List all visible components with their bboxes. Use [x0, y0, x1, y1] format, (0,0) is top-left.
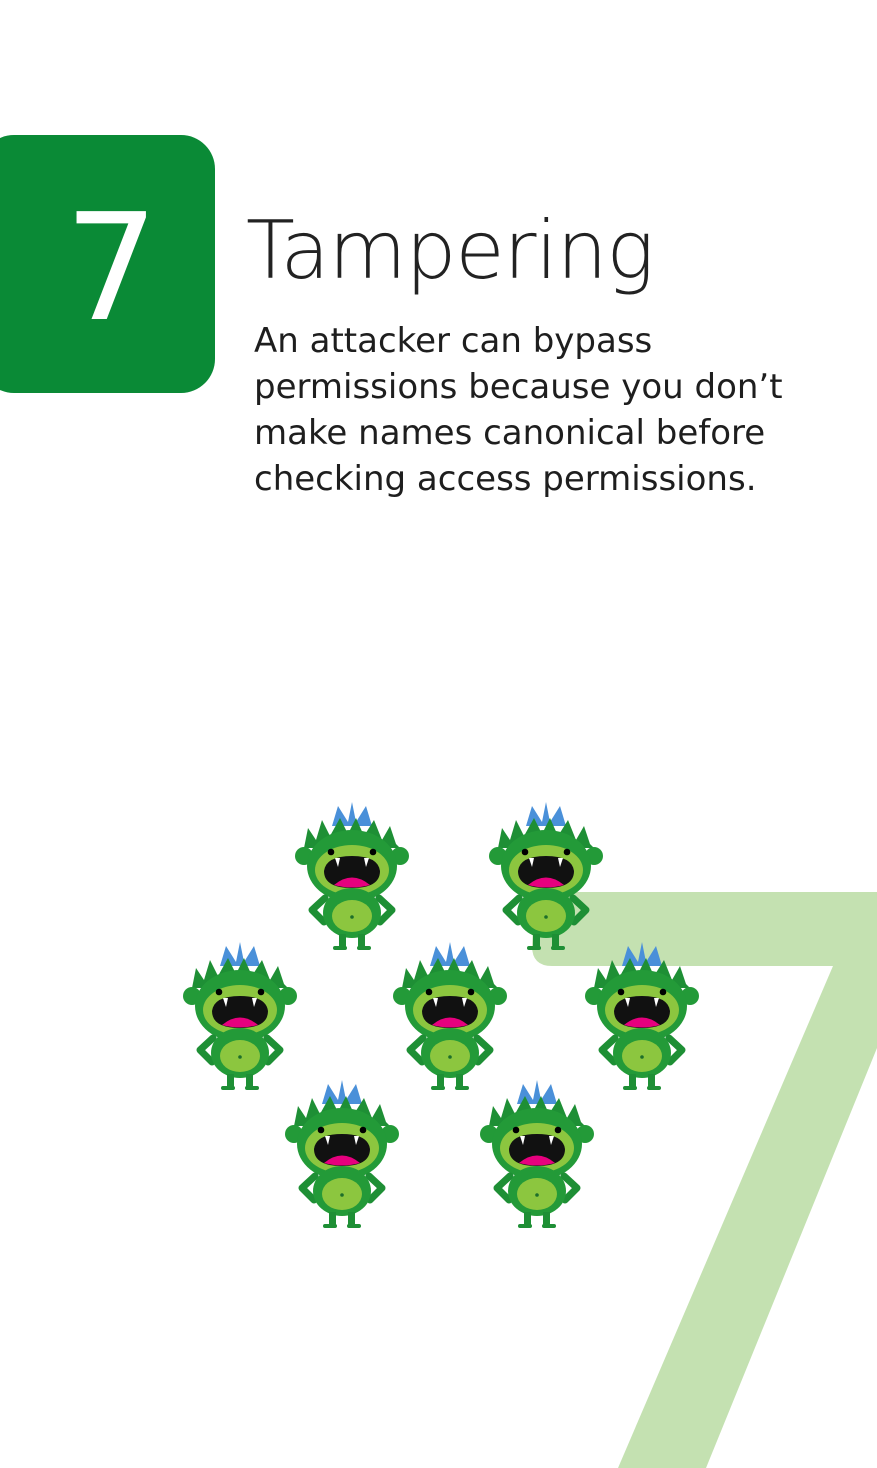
monster-icon [393, 942, 507, 1090]
card-number: 7 [64, 182, 159, 354]
card-number-badge: 7 [0, 135, 215, 393]
monster-icon [489, 802, 603, 950]
monster-icon [285, 1080, 399, 1228]
card-description: An attacker can bypass permissions becau… [254, 321, 783, 499]
card-title: Tampering [246, 204, 654, 297]
monster-icon [295, 802, 409, 950]
monster-icon [183, 942, 297, 1090]
monster-icon [585, 942, 699, 1090]
monster-icon [480, 1080, 594, 1228]
